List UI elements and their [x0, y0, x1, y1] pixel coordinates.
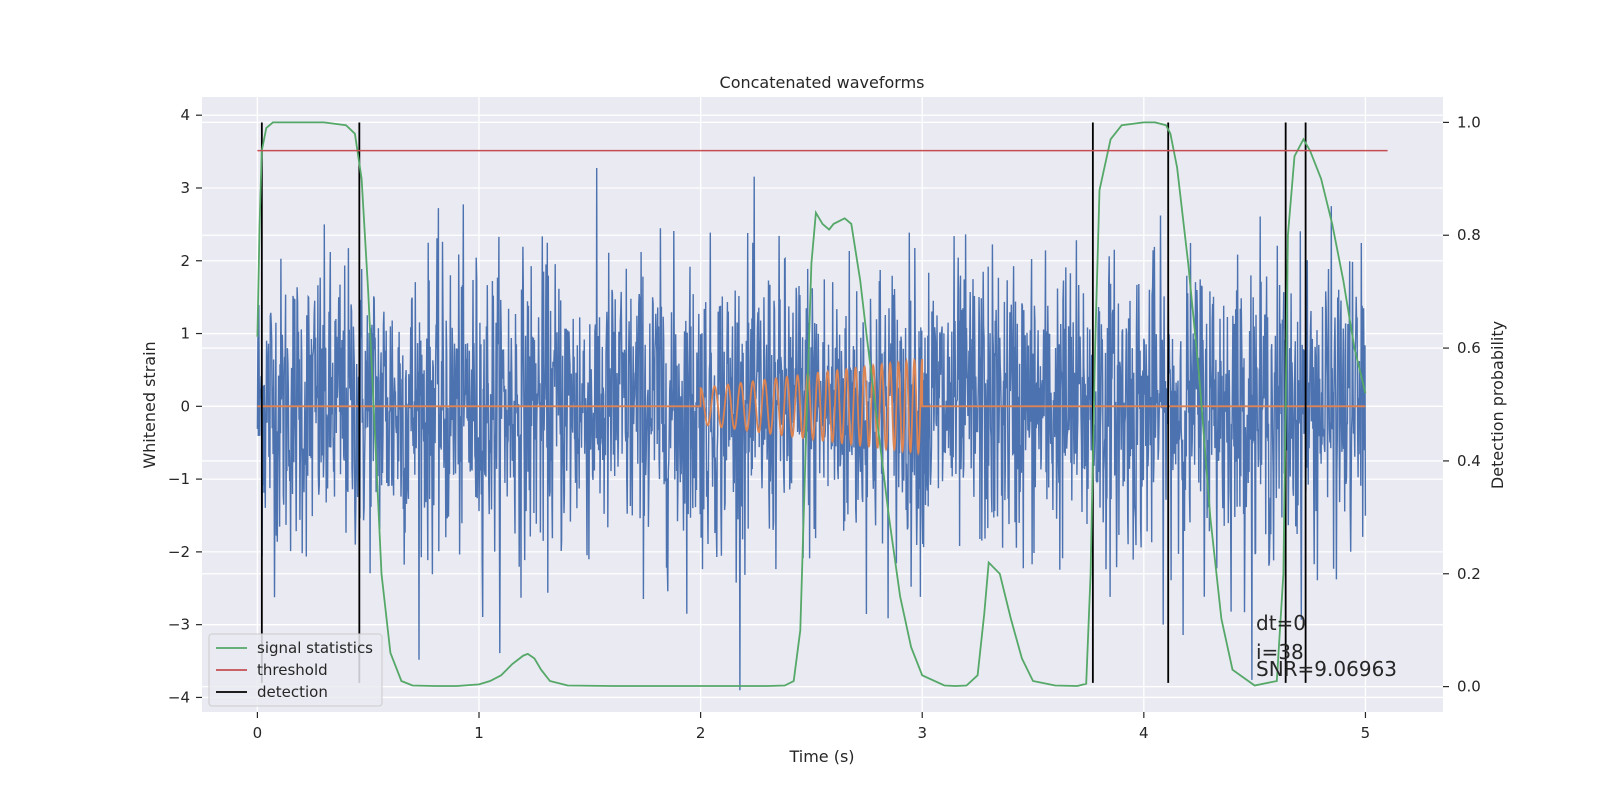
y-tick-label: 4	[180, 106, 190, 124]
y-tick-label: 1	[180, 325, 190, 343]
y-tick-label: 2	[180, 252, 190, 270]
annotation-dt: dt=0	[1256, 611, 1306, 635]
y-tick-label: −2	[168, 543, 190, 561]
x-tick-label: 5	[1361, 724, 1371, 742]
series-layer	[256, 121, 1388, 691]
y-tick-label: −3	[168, 616, 190, 634]
y-tick-label: −4	[168, 688, 190, 706]
legend-label-threshold: threshold	[257, 661, 328, 679]
x-tick-label: 4	[1139, 724, 1149, 742]
series-line-strain	[256, 167, 1367, 691]
y2-tick-label: 0.8	[1457, 226, 1481, 244]
x-tick-label: 1	[474, 724, 484, 742]
x-tick-label: 2	[696, 724, 706, 742]
legend-frame	[208, 633, 383, 707]
annotation-snr: SNR=9.06963	[1256, 657, 1397, 681]
y2-axis-label: Detection probability	[1488, 321, 1507, 489]
y2-tick-label: 0.0	[1457, 678, 1481, 696]
y2-tick-label: 0.4	[1457, 452, 1481, 470]
series-line-waveform	[257, 357, 1366, 457]
y2-tick-label: 0.2	[1457, 565, 1481, 583]
axes: 0 1 2 3 4 5 −4 −3 −2 −1 0 1 2 3 4 0.0 0.2 0.4 0.6 0.8 1.0	[168, 106, 1481, 742]
chart-title: Concatenated waveforms	[720, 73, 925, 92]
legend-label-signal-statistics: signal statistics	[257, 639, 373, 657]
y-tick-label: 3	[180, 179, 190, 197]
x-tick-label: 0	[253, 724, 263, 742]
y-axis-label: Whitened strain	[140, 341, 159, 468]
y-tick-label: −1	[168, 470, 190, 488]
x-tick-label: 3	[917, 724, 927, 742]
annotations: dt=0 i=38 SNR=9.06963	[1256, 611, 1397, 681]
annotation-i: i=38	[1256, 640, 1304, 664]
x-axis-label: Time (s)	[788, 747, 854, 766]
legend: signal statistics threshold detection	[208, 633, 383, 707]
legend-label-detection: detection	[257, 683, 328, 701]
y-tick-label: 0	[180, 397, 190, 415]
y2-tick-label: 0.6	[1457, 339, 1481, 357]
series-line-signal-statistics	[256, 121, 1367, 687]
y2-tick-label: 1.0	[1457, 113, 1481, 131]
